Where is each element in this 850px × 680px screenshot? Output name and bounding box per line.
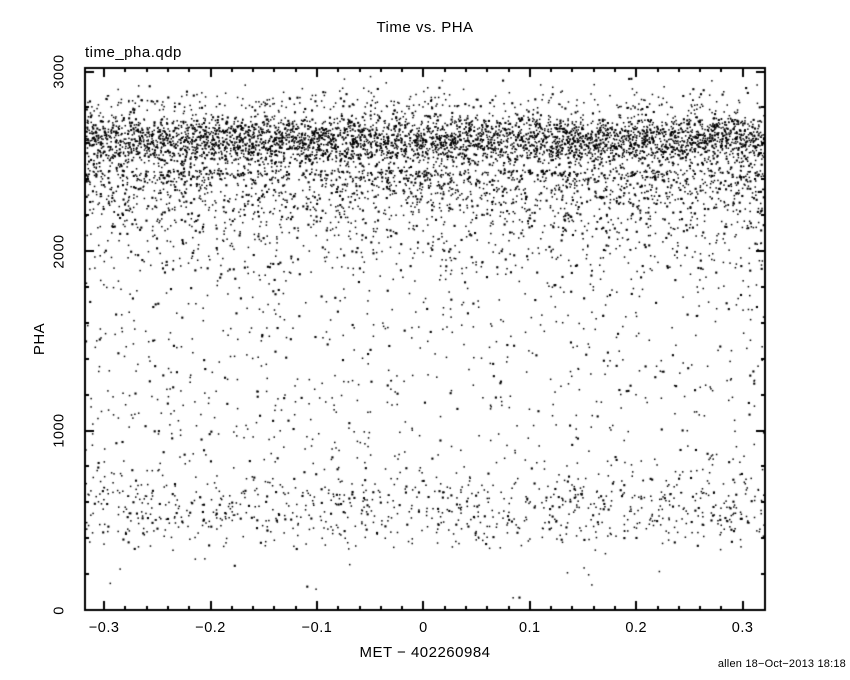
y-tick-label: 1000 bbox=[51, 413, 68, 448]
x-tick-label: 0.3 bbox=[731, 620, 754, 636]
y-tick-label: 2000 bbox=[51, 233, 68, 269]
x-tick-label: −0.2 bbox=[195, 620, 226, 636]
file-name-label: time_pha.qdp bbox=[85, 44, 182, 61]
plot-title: Time vs. PHA bbox=[376, 19, 474, 36]
x-tick-label: −0.1 bbox=[301, 620, 333, 636]
x-tick-label: 0.2 bbox=[625, 620, 648, 636]
x-axis-label: MET − 402260984 bbox=[359, 644, 491, 661]
y-tick-label: 3000 bbox=[51, 54, 68, 89]
x-tick-label: 0.1 bbox=[518, 620, 541, 636]
x-tick-label: −0.3 bbox=[88, 620, 120, 636]
x-tick-label: 0 bbox=[419, 620, 428, 636]
y-axis-label: PHA bbox=[31, 322, 48, 356]
credit-timestamp-label: allen 18−Oct−2013 18:18 bbox=[717, 658, 846, 670]
y-tick-label: 0 bbox=[51, 605, 68, 615]
